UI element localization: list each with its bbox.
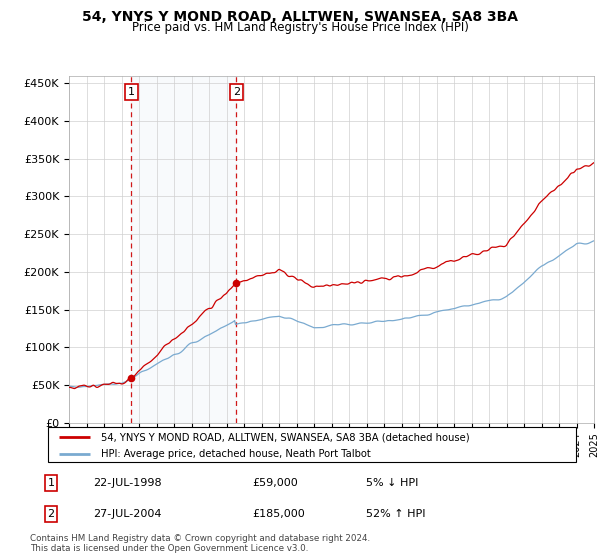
- Text: 54, YNYS Y MOND ROAD, ALLTWEN, SWANSEA, SA8 3BA: 54, YNYS Y MOND ROAD, ALLTWEN, SWANSEA, …: [82, 10, 518, 24]
- Text: 54, YNYS Y MOND ROAD, ALLTWEN, SWANSEA, SA8 3BA (detached house): 54, YNYS Y MOND ROAD, ALLTWEN, SWANSEA, …: [101, 432, 469, 442]
- Bar: [131, 76, 236, 423]
- Text: 27-JUL-2004: 27-JUL-2004: [93, 509, 161, 519]
- Text: 2: 2: [47, 509, 55, 519]
- Text: 52% ↑ HPI: 52% ↑ HPI: [366, 509, 425, 519]
- Text: 5% ↓ HPI: 5% ↓ HPI: [366, 478, 418, 488]
- Text: Price paid vs. HM Land Registry's House Price Index (HPI): Price paid vs. HM Land Registry's House …: [131, 21, 469, 34]
- Text: Contains HM Land Registry data © Crown copyright and database right 2024.
This d: Contains HM Land Registry data © Crown c…: [30, 534, 370, 553]
- Text: 22-JUL-1998: 22-JUL-1998: [93, 478, 161, 488]
- Text: 2: 2: [233, 87, 240, 97]
- Text: £185,000: £185,000: [252, 509, 305, 519]
- Text: 1: 1: [128, 87, 134, 97]
- Text: £59,000: £59,000: [252, 478, 298, 488]
- Text: 1: 1: [47, 478, 55, 488]
- Text: HPI: Average price, detached house, Neath Port Talbot: HPI: Average price, detached house, Neat…: [101, 449, 371, 459]
